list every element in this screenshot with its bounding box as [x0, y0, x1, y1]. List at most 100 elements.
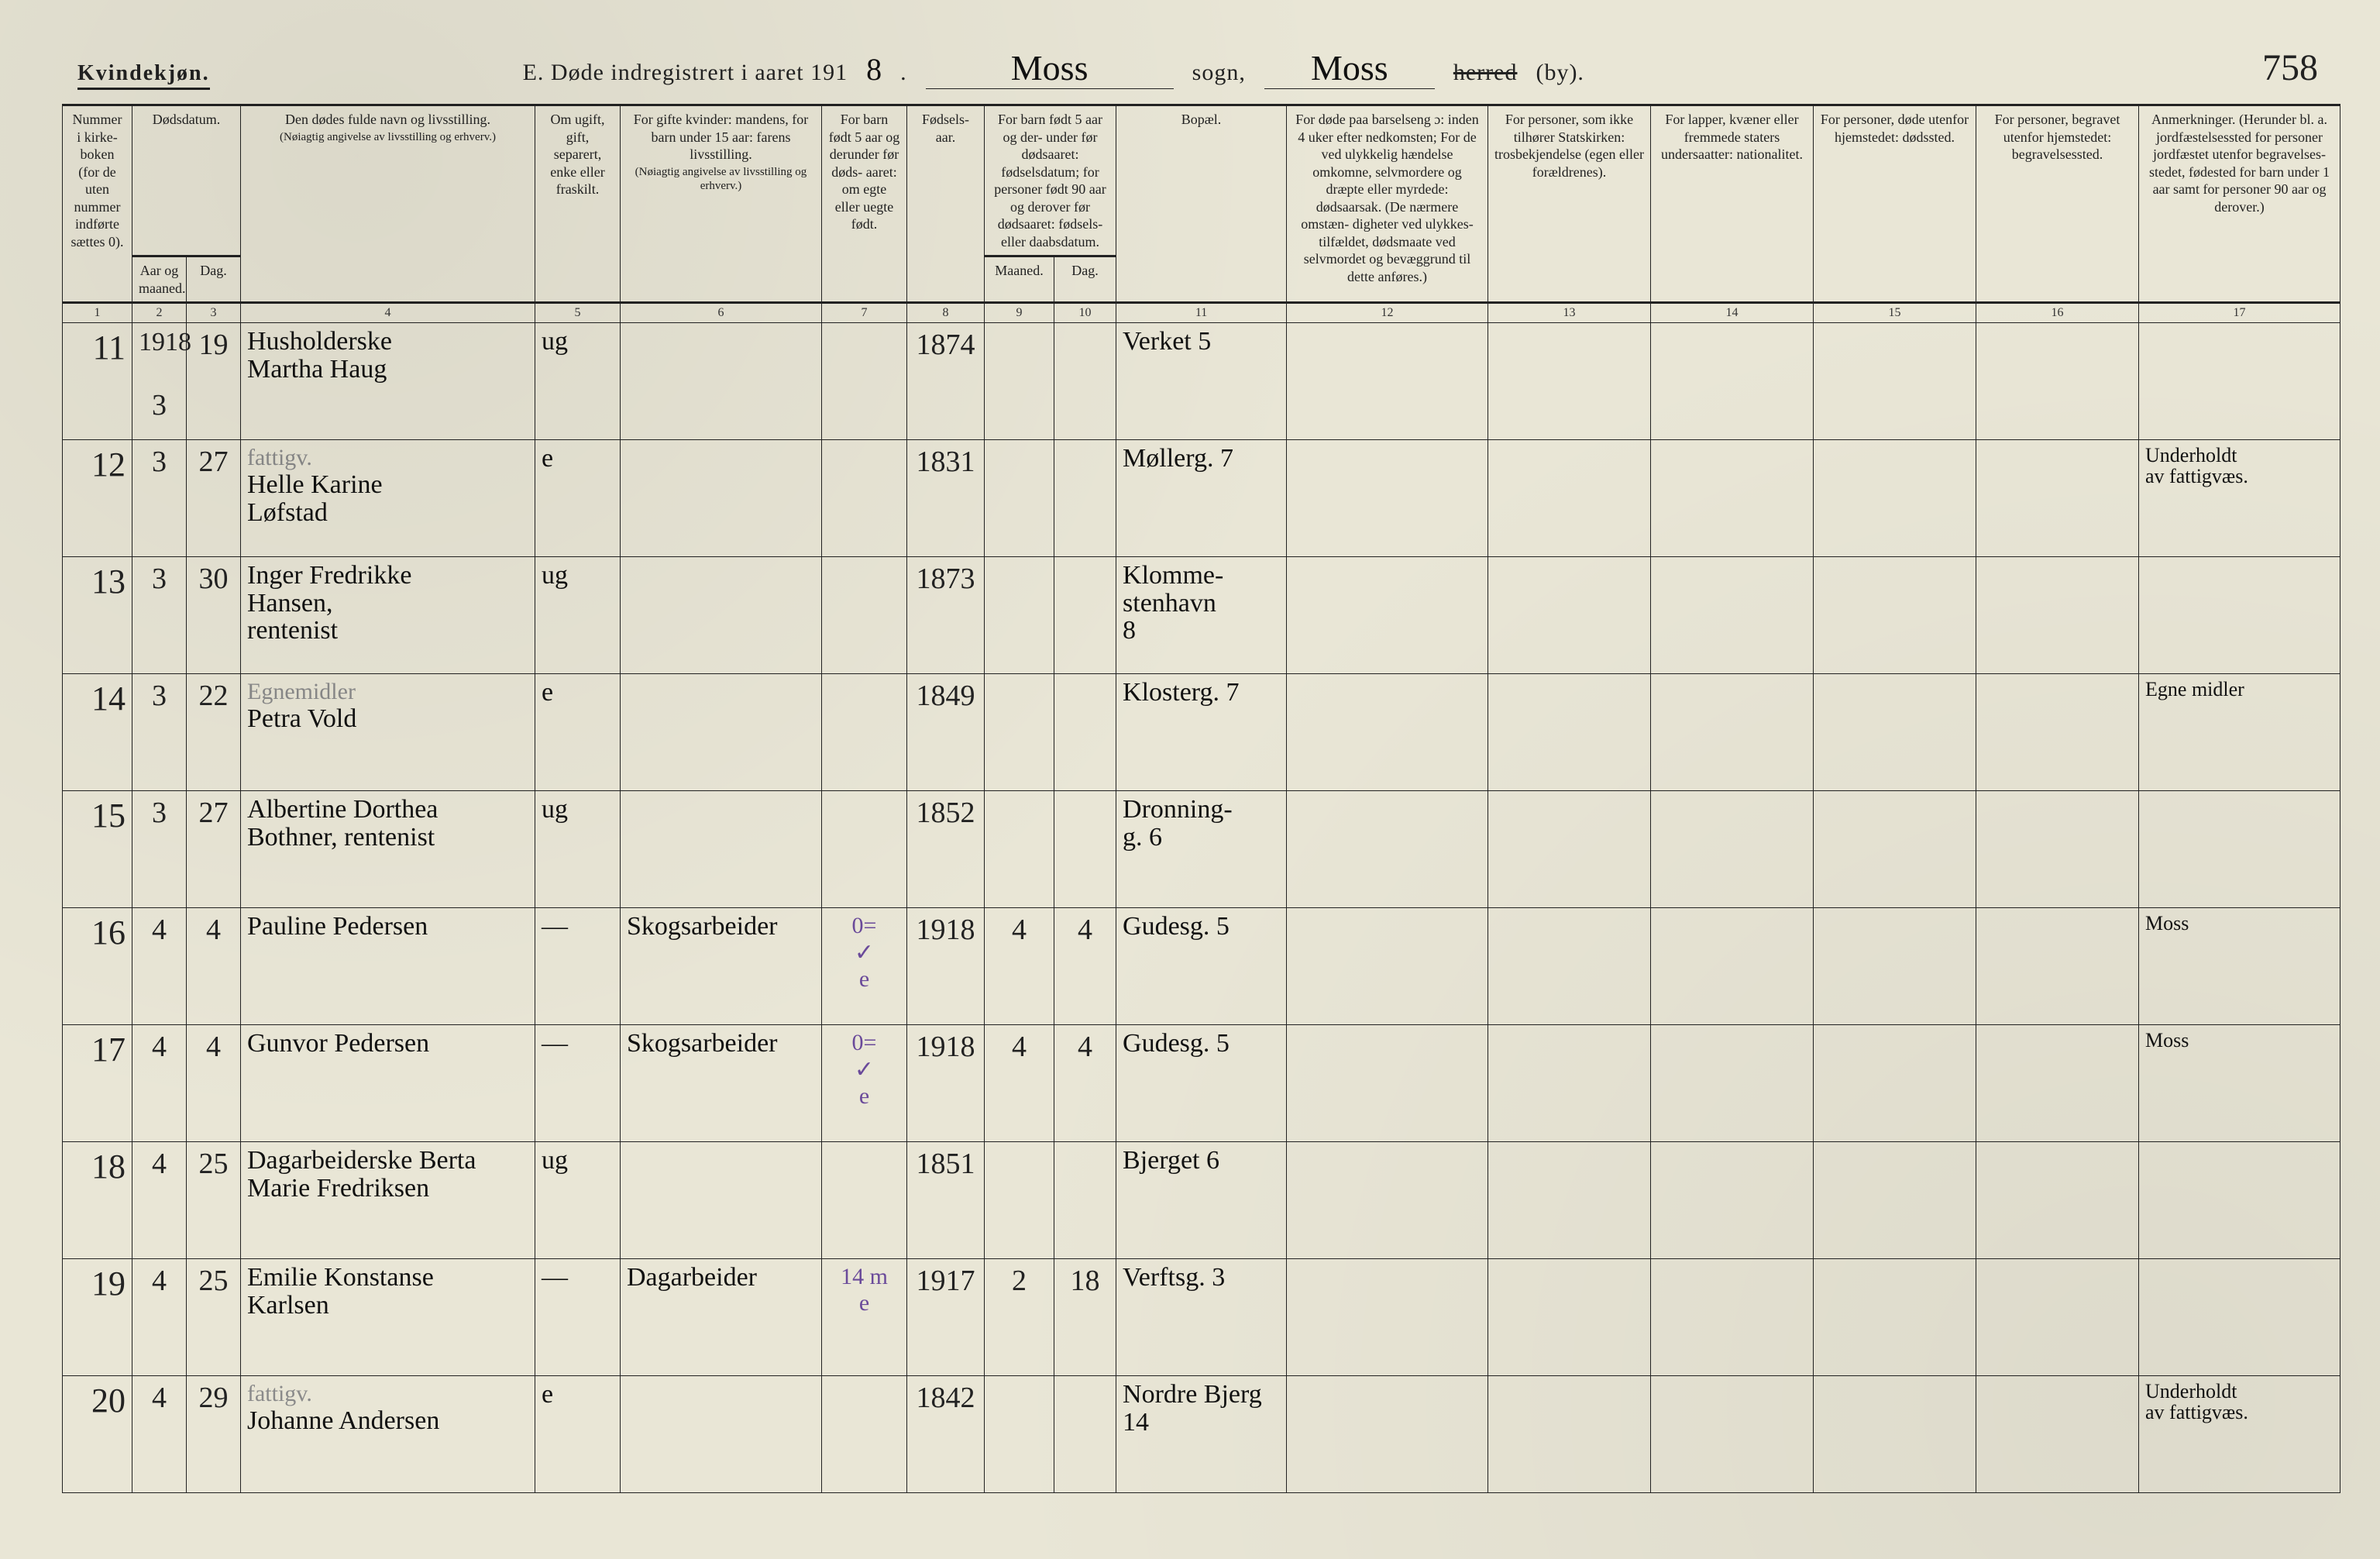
colnum: 16 [1976, 303, 2139, 323]
colnum: 7 [822, 303, 907, 323]
death-month: 4 [132, 1142, 187, 1259]
col-12-header: For døde paa barselseng ɔ: inden 4 uker … [1287, 105, 1488, 303]
pencil-note: Egnemidler [247, 679, 528, 705]
empty-cell [1488, 1142, 1651, 1259]
col-8-header: Fødsels- aar. [907, 105, 985, 303]
birth-year: 1852 [907, 791, 985, 908]
colnum: 13 [1488, 303, 1651, 323]
table-body: 111918319HusholderskeMartha Haugug1874Ve… [63, 323, 2340, 1493]
table-row: 14322EgnemidlerPetra Volde1849Klosterg. … [63, 674, 2340, 791]
birth-day [1054, 1142, 1116, 1259]
entry-number: 17 [63, 1025, 132, 1142]
empty-cell [1287, 791, 1488, 908]
table-row: 15327Albertine DortheaBothner, rentenist… [63, 791, 2340, 908]
col-2b-header: Dag. [187, 256, 241, 303]
husband-father-occupation [621, 674, 822, 791]
empty-cell [1488, 791, 1651, 908]
birth-month: 2 [985, 1259, 1054, 1376]
title-prefix: E. Døde indregistrert i aaret 191 [523, 60, 848, 86]
legitimacy: 0=✓e [822, 908, 907, 1025]
empty-cell [1651, 908, 1814, 1025]
column-numbers-row: 1 2 3 4 5 6 7 8 9 10 11 12 13 14 15 16 1… [63, 303, 2340, 323]
residence: Klomme-stenhavn8 [1116, 557, 1287, 674]
birth-year: 1917 [907, 1259, 985, 1376]
birth-day: 18 [1054, 1259, 1116, 1376]
empty-cell [1651, 1376, 1814, 1493]
entry-number: 16 [63, 908, 132, 1025]
register-page: Kvindekjøn. E. Døde indregistrert i aare… [0, 0, 2380, 1559]
husband-father-occupation [621, 323, 822, 440]
birth-year: 1851 [907, 1142, 985, 1259]
col-5-header: Om ugift, gift, separert, enke eller fra… [535, 105, 621, 303]
sogn-label: sogn, [1192, 60, 1246, 86]
empty-cell [1488, 908, 1651, 1025]
legitimacy-value: e [828, 1083, 900, 1110]
legitimacy [822, 1376, 907, 1493]
death-day: 30 [187, 557, 241, 674]
husband-father-occupation: Skogsarbeider [621, 1025, 822, 1142]
birth-day [1054, 323, 1116, 440]
birth-month: 4 [985, 1025, 1054, 1142]
birth-day [1054, 791, 1116, 908]
empty-cell [1488, 557, 1651, 674]
colnum: 3 [187, 303, 241, 323]
empty-cell [1651, 674, 1814, 791]
empty-cell [1814, 1259, 1976, 1376]
empty-cell [1287, 908, 1488, 1025]
death-day: 19 [187, 323, 241, 440]
remarks: Moss [2139, 908, 2340, 1025]
legitimacy-value: e [828, 966, 900, 993]
death-month: 3 [132, 440, 187, 557]
remarks [2139, 1259, 2340, 1376]
colnum: 1 [63, 303, 132, 323]
name-occupation: Inger FredrikkeHansen,rentenist [241, 557, 535, 674]
empty-cell [1814, 1376, 1976, 1493]
marital-status: — [535, 1025, 621, 1142]
birth-month [985, 1376, 1054, 1493]
table-row: 12327fattigv.Helle KarineLøfstade1831Møl… [63, 440, 2340, 557]
birth-day: 4 [1054, 908, 1116, 1025]
birth-day [1054, 1376, 1116, 1493]
birth-month [985, 1142, 1054, 1259]
empty-cell [1488, 1259, 1651, 1376]
birth-day [1054, 557, 1116, 674]
empty-cell [1287, 1376, 1488, 1493]
death-day: 25 [187, 1259, 241, 1376]
legitimacy: 0=✓e [822, 1025, 907, 1142]
herred-label-after: (by). [1536, 60, 1584, 86]
empty-cell [1651, 791, 1814, 908]
table-row: 111918319HusholderskeMartha Haugug1874Ve… [63, 323, 2340, 440]
name-occupation: Emilie KonstanseKarlsen [241, 1259, 535, 1376]
death-day: 4 [187, 908, 241, 1025]
marital-status: ug [535, 557, 621, 674]
entry-number: 12 [63, 440, 132, 557]
empty-cell [1976, 1259, 2139, 1376]
empty-cell [1651, 440, 1814, 557]
name-occupation: Albertine DortheaBothner, rentenist [241, 791, 535, 908]
colnum: 12 [1287, 303, 1488, 323]
name-occupation: Pauline Pedersen [241, 908, 535, 1025]
legitimacy [822, 674, 907, 791]
year-suffix: 8 [866, 51, 882, 88]
colnum: 17 [2139, 303, 2340, 323]
check-mark-icon: ✓ [828, 939, 900, 966]
birth-year: 1918 [907, 908, 985, 1025]
marital-status: ug [535, 323, 621, 440]
remarks [2139, 557, 2340, 674]
remarks: Egne midler [2139, 674, 2340, 791]
empty-cell [1488, 323, 1651, 440]
name-occupation: fattigv.Helle KarineLøfstad [241, 440, 535, 557]
birth-year: 1831 [907, 440, 985, 557]
colnum: 6 [621, 303, 822, 323]
remarks: Underholdtav fattigvæs. [2139, 1376, 2340, 1493]
page-number: 758 [2262, 46, 2318, 89]
zero-mark: 0= [828, 1030, 900, 1056]
husband-father-occupation [621, 1376, 822, 1493]
age-note: 14 m [828, 1264, 900, 1290]
empty-cell [1287, 557, 1488, 674]
empty-cell [1651, 1259, 1814, 1376]
residence: Møllerg. 7 [1116, 440, 1287, 557]
empty-cell [1976, 1025, 2139, 1142]
remarks [2139, 1142, 2340, 1259]
col-4-header: Den dødes fulde navn og livsstilling. (N… [241, 105, 535, 303]
